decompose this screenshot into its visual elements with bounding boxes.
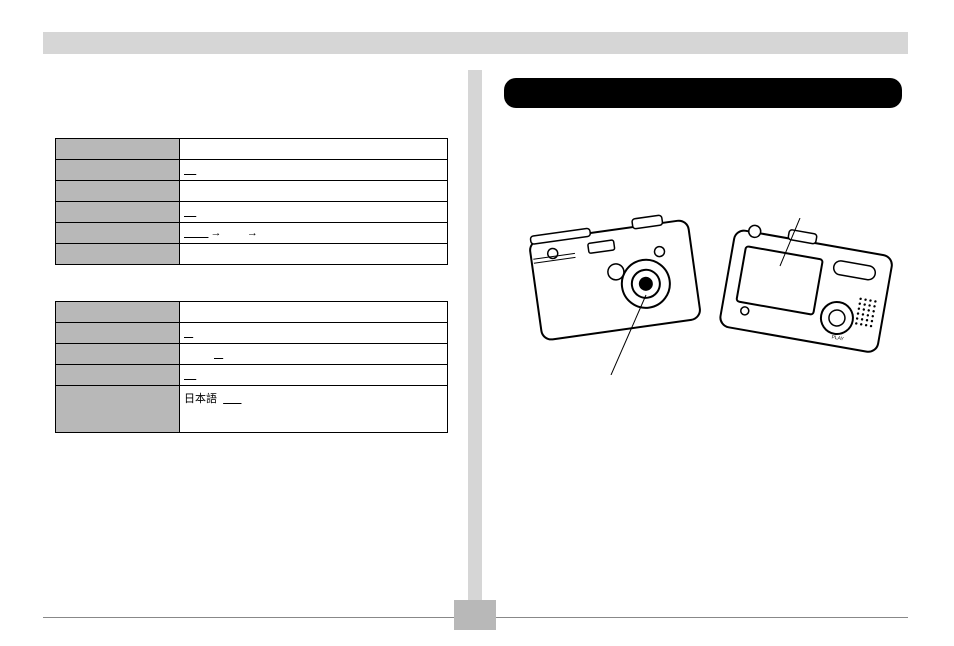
label-cell <box>56 323 180 344</box>
arrow-icon: → <box>210 227 221 239</box>
settings-table-2: 日本語 <box>55 301 448 433</box>
table-row <box>56 344 448 365</box>
label-cell <box>56 160 180 181</box>
table-row <box>56 160 448 181</box>
value-cell: 日本語 <box>180 386 448 433</box>
value-cell <box>180 160 448 181</box>
table-row <box>56 202 448 223</box>
value-cell <box>180 344 448 365</box>
label-cell <box>56 344 180 365</box>
camera-front-illustration <box>516 200 716 375</box>
section-title-pill <box>504 78 902 108</box>
value-cell <box>180 323 448 344</box>
camera-back-illustration: PLAY <box>710 218 910 378</box>
value-cell <box>180 365 448 386</box>
value-cell <box>180 139 448 160</box>
table-row <box>56 244 448 265</box>
table-row: → → <box>56 223 448 244</box>
label-cell <box>56 202 180 223</box>
table-row <box>56 302 448 323</box>
label-cell <box>56 139 180 160</box>
label-cell <box>56 181 180 202</box>
value-cell: → → <box>180 223 448 244</box>
page-number-box <box>454 600 496 630</box>
left-column: → → 日本語 <box>55 138 448 433</box>
column-divider <box>468 70 482 610</box>
label-cell <box>56 223 180 244</box>
header-bar <box>43 32 908 54</box>
value-cell <box>180 181 448 202</box>
label-cell <box>56 302 180 323</box>
table-row <box>56 365 448 386</box>
value-cell <box>180 302 448 323</box>
table-row <box>56 139 448 160</box>
arrow-icon: → <box>247 227 258 239</box>
value-cell <box>180 244 448 265</box>
value-cell <box>180 202 448 223</box>
settings-table-1: → → <box>55 138 448 265</box>
table-row <box>56 323 448 344</box>
label-cell <box>56 386 180 433</box>
label-cell <box>56 244 180 265</box>
table-row <box>56 181 448 202</box>
label-cell <box>56 365 180 386</box>
